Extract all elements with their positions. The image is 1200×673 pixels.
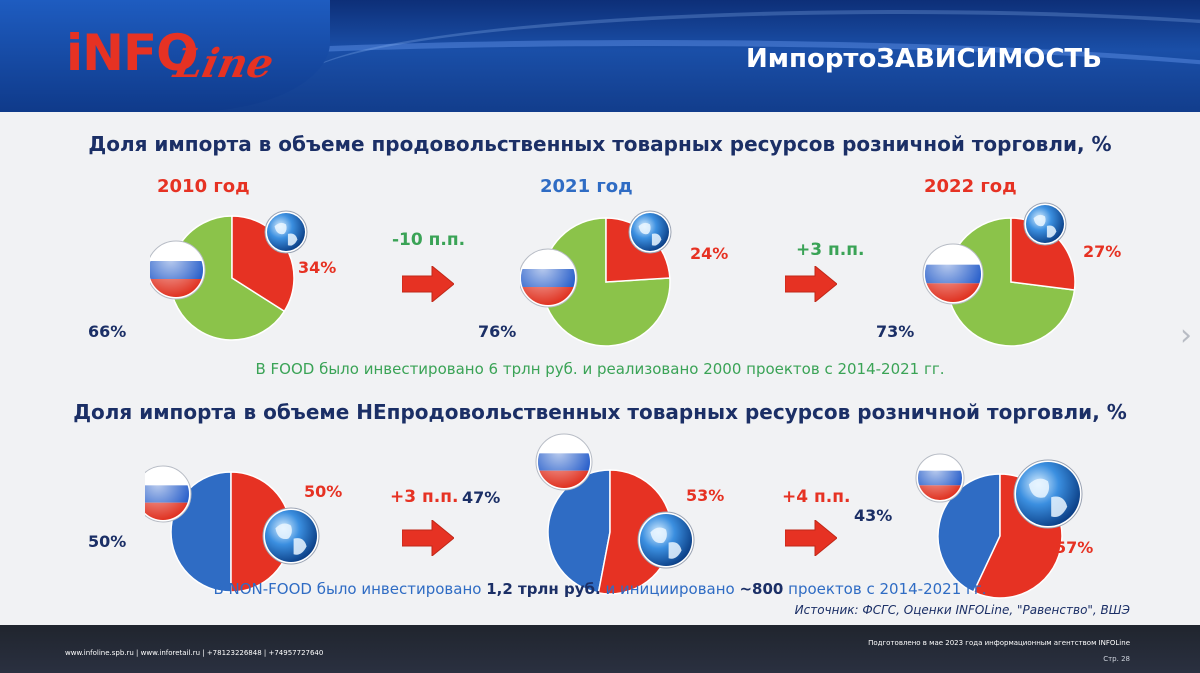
nonfood-pie-2021 [535, 433, 695, 595]
footer-prepared: Подготовлено в мае 2023 года информацион… [868, 639, 1130, 647]
food-arrow-2 [785, 266, 837, 302]
footer-bar: www.infoline.spb.ru | www.inforetail.ru … [0, 625, 1200, 673]
food-investment-note: В FOOD было инвестировано 6 трлн руб. и … [255, 360, 945, 378]
logo-script: Line [170, 40, 278, 87]
russian-flag-icon [915, 453, 965, 503]
russian-flag-icon [145, 465, 192, 523]
food-import-label-2021: 24% [690, 244, 729, 263]
nonfood-note-part3: проектов с 2014-2021 гг. [783, 580, 987, 598]
nonfood-import-label-2021: 53% [686, 486, 725, 505]
next-slide-chevron-icon[interactable]: › [1180, 318, 1192, 353]
food-change-1: -10 п.п. [392, 230, 466, 250]
nonfood-note-amount: 1,2 трлн руб. [486, 580, 601, 598]
logo-text: iNFO [66, 24, 199, 82]
food-year-2022: 2022 год [924, 176, 1017, 197]
food-year-2021: 2021 год [540, 176, 633, 197]
food-pie-2010 [150, 210, 308, 341]
globe-icon [1013, 459, 1083, 529]
nonfood-domestic-label-2021: 47% [462, 488, 501, 507]
globe-icon [262, 507, 320, 565]
logo-box: iNFO Line [0, 0, 330, 112]
nonfood-note-part2: и инициировано [600, 580, 740, 598]
globe-icon [264, 210, 308, 254]
source-note: Источник: ФСГС, Оценки INFOLine, "Равенс… [794, 603, 1130, 617]
domestic-slice [937, 473, 1001, 594]
food-change-2: +3 п.п. [796, 240, 865, 260]
russian-flag-icon [150, 240, 206, 300]
nonfood-change-2: +4 п.п. [782, 487, 851, 507]
food-domestic-label-2022: 73% [876, 322, 915, 341]
footer-page-number: Стр. 28 [1103, 655, 1130, 663]
nonfood-domestic-label-2022: 43% [854, 506, 893, 525]
food-domestic-label-2010: 66% [88, 322, 127, 341]
food-year-2010: 2010 год [157, 176, 250, 197]
food-pie-2021 [520, 210, 672, 347]
russian-flag-icon [535, 433, 593, 491]
nonfood-pie-2022 [915, 453, 1083, 599]
logo-prefix: iNFO [66, 24, 199, 82]
header-banner: iNFO Line ИмпортоЗАВИСИМОСТЬ [0, 0, 1200, 112]
globe-icon [637, 511, 695, 569]
nonfood-note-projects: ~800 [739, 580, 784, 598]
page-title: ИмпортоЗАВИСИМОСТЬ [745, 44, 1102, 74]
food-section-title: Доля импорта в объеме продовольственных … [88, 132, 1112, 156]
footer-contacts: www.infoline.spb.ru | www.inforetail.ru … [65, 649, 324, 657]
russian-flag-icon [520, 248, 578, 308]
nonfood-investment-note: В NON-FOOD было инвестировано 1,2 трлн р… [0, 580, 1200, 598]
food-pie-2022 [922, 202, 1076, 347]
header-swoosh-decoration-2 [300, 10, 1200, 112]
russian-flag-icon [922, 243, 984, 305]
globe-icon [628, 210, 672, 254]
food-arrow-1 [402, 266, 454, 302]
domestic-slice [169, 215, 286, 341]
nonfood-note-part1: В NON-FOOD было инвестировано [213, 580, 487, 598]
nonfood-import-label-2010: 50% [304, 482, 343, 501]
nonfood-pie-2010 [145, 465, 320, 593]
food-import-label-2010: 34% [298, 258, 337, 277]
globe-icon [1023, 202, 1067, 246]
nonfood-arrow-1 [402, 520, 454, 556]
nonfood-import-label-2022: 57% [1055, 538, 1094, 557]
food-domestic-label-2021: 76% [478, 322, 517, 341]
nonfood-change-1: +3 п.п. [390, 487, 459, 507]
nonfood-domestic-label-2010: 50% [88, 532, 127, 551]
nonfood-arrow-2 [785, 520, 837, 556]
food-import-label-2022: 27% [1083, 242, 1122, 261]
nonfood-section-title: Доля импорта в объеме НЕпродовольственны… [73, 400, 1127, 424]
